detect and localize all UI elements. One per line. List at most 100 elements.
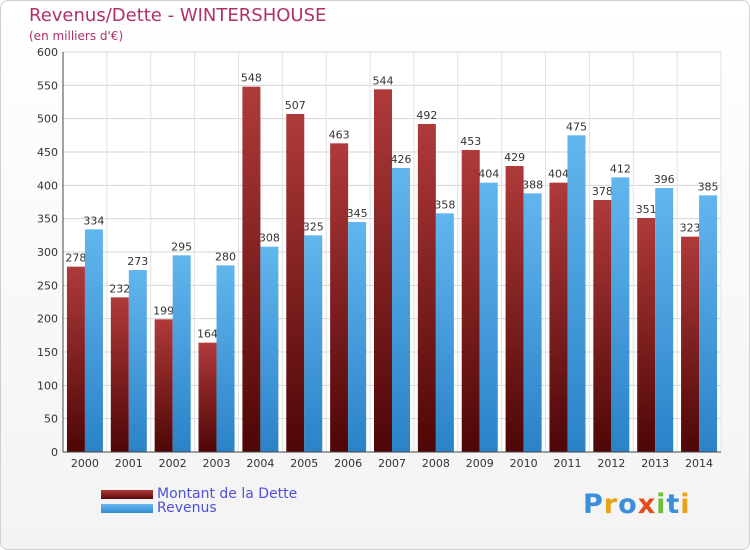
data-label-revenue: 334 xyxy=(83,214,104,227)
data-label-revenue: 325 xyxy=(303,220,324,233)
bar-debt xyxy=(505,166,524,452)
bar-revenue xyxy=(435,213,454,452)
data-label-debt: 164 xyxy=(197,328,218,341)
x-tick-label: 2008 xyxy=(422,457,450,470)
bar-revenue xyxy=(260,246,279,452)
proxiti-logo: Proxiti xyxy=(583,489,691,520)
logo-letter: r xyxy=(603,489,619,520)
x-tick-label: 2003 xyxy=(203,457,231,470)
y-tick-label: 50 xyxy=(44,413,58,426)
data-label-revenue: 426 xyxy=(391,153,412,166)
data-label-debt: 507 xyxy=(285,99,306,112)
legend-swatch-revenue xyxy=(101,503,153,513)
bar-revenue xyxy=(523,193,542,453)
data-label-debt: 378 xyxy=(592,185,613,198)
bar-revenue xyxy=(348,222,367,452)
data-label-debt: 278 xyxy=(65,252,86,265)
x-tick-label: 2013 xyxy=(641,457,669,470)
bar-debt xyxy=(461,150,480,452)
x-tick-label: 2000 xyxy=(71,457,99,470)
bar-debt xyxy=(198,342,217,452)
data-label-debt: 453 xyxy=(460,135,481,148)
legend-item-debt: Montant de la Dette xyxy=(101,487,297,501)
bar-revenue xyxy=(655,188,674,452)
legend-swatch-debt xyxy=(101,489,153,499)
data-label-revenue: 385 xyxy=(698,180,719,193)
data-label-revenue: 475 xyxy=(566,120,587,133)
bar-debt xyxy=(417,124,436,452)
data-label-debt: 463 xyxy=(329,128,350,141)
bar-debt xyxy=(154,319,173,452)
bar-revenue xyxy=(128,270,147,452)
bar-debt xyxy=(286,114,305,452)
chart-title: Revenus/Dette - WINTERSHOUSE xyxy=(29,5,327,26)
chart-subtitle: (en milliers d'€) xyxy=(29,29,124,43)
bar-revenue xyxy=(216,265,235,452)
data-label-debt: 548 xyxy=(241,72,262,85)
bar-debt xyxy=(593,200,612,452)
data-label-revenue: 396 xyxy=(654,173,675,186)
y-tick-label: 450 xyxy=(37,146,58,159)
x-tick-label: 2009 xyxy=(466,457,494,470)
bar-revenue xyxy=(84,229,103,452)
bar-revenue xyxy=(611,177,630,453)
data-label-revenue: 280 xyxy=(215,250,236,263)
bar-debt xyxy=(637,218,656,452)
data-label-revenue: 295 xyxy=(171,240,192,253)
x-tick-label: 2012 xyxy=(597,457,625,470)
y-tick-label: 0 xyxy=(51,446,58,459)
bar-debt xyxy=(66,266,85,452)
bar-revenue xyxy=(172,255,191,452)
x-tick-label: 2002 xyxy=(159,457,187,470)
bar-debt xyxy=(681,236,700,452)
bar-debt xyxy=(549,182,568,452)
bar-debt xyxy=(330,143,349,453)
y-tick-label: 200 xyxy=(37,313,58,326)
bar-revenue xyxy=(304,235,323,452)
x-tick-label: 2004 xyxy=(246,457,274,470)
y-tick-label: 250 xyxy=(37,279,58,292)
x-tick-label: 2006 xyxy=(334,457,362,470)
y-tick-label: 150 xyxy=(37,346,58,359)
data-label-debt: 232 xyxy=(109,282,130,295)
y-tick-label: 600 xyxy=(37,46,58,59)
y-tick-label: 400 xyxy=(37,179,58,192)
logo-letter: x xyxy=(637,489,657,520)
legend: Montant de la Dette Revenus xyxy=(101,487,297,515)
data-label-revenue: 273 xyxy=(127,255,148,268)
x-tick-label: 2011 xyxy=(553,457,581,470)
data-label-debt: 199 xyxy=(153,304,174,317)
x-tick-label: 2014 xyxy=(685,457,713,470)
data-label-debt: 404 xyxy=(548,168,569,181)
bar-revenue xyxy=(392,168,410,452)
bar-revenue xyxy=(699,195,718,453)
y-tick-label: 300 xyxy=(37,246,58,259)
data-label-revenue: 345 xyxy=(347,207,368,220)
bar-debt xyxy=(374,89,392,452)
data-label-debt: 351 xyxy=(636,203,657,216)
data-label-revenue: 388 xyxy=(522,178,543,191)
y-tick-label: 350 xyxy=(37,213,58,226)
legend-item-revenue: Revenus xyxy=(101,501,297,515)
data-label-debt: 323 xyxy=(680,222,701,235)
legend-label-debt: Montant de la Dette xyxy=(157,486,298,502)
x-tick-label: 2005 xyxy=(290,457,318,470)
y-tick-label: 100 xyxy=(37,379,58,392)
bar-revenue xyxy=(567,135,586,453)
x-tick-label: 2001 xyxy=(115,457,143,470)
bar-debt xyxy=(110,297,129,452)
data-label-revenue: 404 xyxy=(478,168,499,181)
x-tick-label: 2007 xyxy=(378,457,406,470)
y-tick-label: 550 xyxy=(37,79,58,92)
data-label-debt: 544 xyxy=(373,74,394,87)
logo-letter: P xyxy=(583,489,604,520)
logo-letter: i xyxy=(680,489,691,520)
data-label-revenue: 412 xyxy=(610,162,631,175)
logo-letter: t xyxy=(666,489,681,520)
data-label-debt: 429 xyxy=(504,151,525,164)
logo-letter: i xyxy=(656,489,667,520)
data-label-debt: 492 xyxy=(416,109,437,122)
y-tick-label: 500 xyxy=(37,113,58,126)
